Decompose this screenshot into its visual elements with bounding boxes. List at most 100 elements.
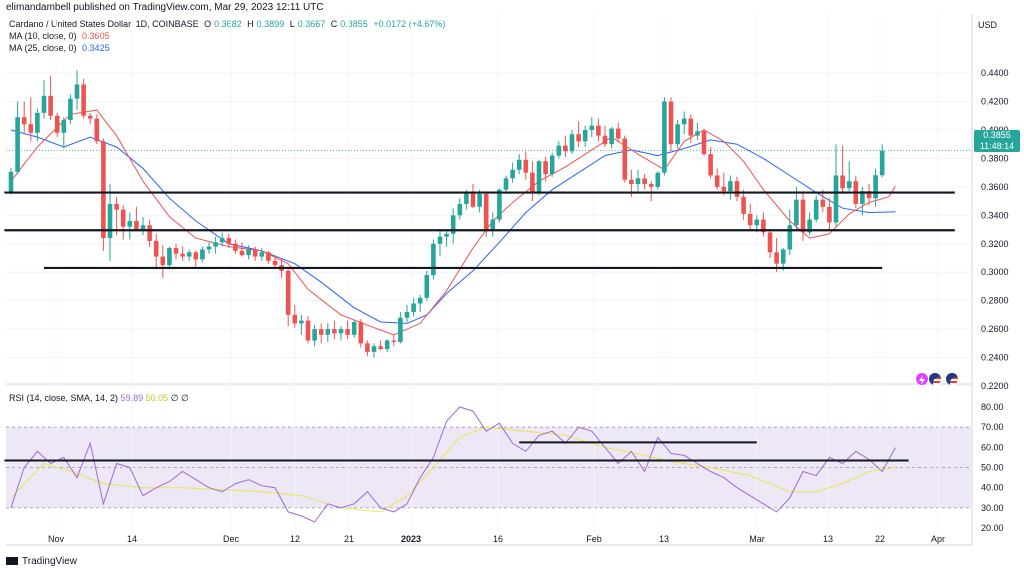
candle-up — [371, 346, 377, 352]
candle-down — [21, 117, 27, 125]
low-label: L — [289, 19, 295, 29]
candle-up — [338, 329, 344, 334]
candle-down — [378, 346, 383, 350]
ma10-label: MA (10, close, 0) — [9, 31, 77, 41]
candle-up — [754, 219, 760, 226]
low-value: 0.3667 — [297, 19, 326, 29]
time-tick-label: 2023 — [401, 534, 421, 544]
candle-up — [807, 219, 812, 233]
candle-up — [556, 145, 562, 156]
us-flag-icon[interactable] — [929, 373, 941, 385]
candle-up — [411, 303, 416, 313]
candle-up — [384, 340, 390, 350]
candle-up — [662, 101, 667, 173]
candle-down — [94, 118, 100, 142]
candle-down — [800, 199, 806, 233]
change-value: +0.0172 (+4.67%) — [373, 19, 446, 29]
candle-up — [312, 329, 317, 341]
price-tick-label: 0.3000 — [981, 267, 1009, 277]
candle-down — [734, 181, 740, 197]
rsi-sma-value: 50.05 — [145, 393, 169, 403]
time-tick-label: 13 — [659, 534, 669, 544]
price-tick-label: 0.2400 — [981, 353, 1009, 363]
candle-up — [424, 275, 430, 298]
candle-down — [761, 219, 766, 233]
footer-brand[interactable]: TradingView — [6, 556, 77, 567]
candle-up — [404, 312, 410, 318]
rsi-tick-label: 60.00 — [981, 442, 1004, 452]
rsi-tick-label: 70.00 — [981, 422, 1004, 432]
candle-up — [655, 172, 661, 187]
candle-up — [68, 98, 73, 121]
publisher-line: elimandambell published on TradingView.c… — [6, 2, 324, 13]
time-tick-label: Feb — [586, 534, 602, 544]
candle-up — [787, 225, 793, 250]
time-tick-label: 12 — [290, 534, 300, 544]
symbol-legend[interactable]: Cardano / United States Dollar, 1D, COIN… — [9, 19, 448, 29]
candle-down — [193, 252, 199, 260]
candle-down — [642, 178, 647, 185]
candle-down — [101, 141, 106, 239]
candle-up — [259, 252, 265, 257]
open-value: 0.3682 — [214, 19, 242, 29]
ma25-legend[interactable]: MA (25, close, 0) 0.3425 — [9, 43, 113, 53]
last-price-value: 0.3855 — [983, 130, 1011, 140]
price-tick-label: 0.3200 — [981, 239, 1009, 249]
candle-down — [530, 172, 535, 193]
time-tick-label: Nov — [48, 534, 65, 544]
candle-up — [127, 221, 133, 227]
candle-down — [767, 232, 773, 253]
ma10-legend[interactable]: MA (10, close, 0) 0.3605 — [9, 31, 113, 41]
candle-down — [365, 343, 370, 352]
candle-down — [120, 209, 126, 227]
candle-up — [417, 297, 423, 304]
time-tick-label: 13 — [823, 534, 833, 544]
candle-down — [820, 199, 826, 207]
candle-up — [437, 236, 443, 244]
candle-down — [629, 179, 634, 185]
candle-up — [589, 125, 595, 130]
candle-up — [140, 225, 146, 230]
candle-down — [318, 329, 324, 335]
price-tick-label: 0.3800 — [981, 153, 1009, 163]
time-tick-label: 21 — [344, 534, 354, 544]
us-flag-icon[interactable] — [946, 373, 958, 385]
candle-up — [15, 117, 20, 172]
candle-down — [272, 260, 278, 266]
candle-down — [173, 248, 179, 254]
close-value: 0.3855 — [340, 19, 368, 29]
candle-down — [252, 249, 258, 257]
rsi-tick-label: 20.00 — [981, 523, 1004, 533]
time-tick-label: 22 — [875, 534, 885, 544]
candle-down — [827, 206, 832, 223]
candle-down — [180, 253, 185, 257]
candle-down — [160, 256, 166, 266]
candle-down — [648, 184, 654, 187]
candle-up — [510, 169, 515, 179]
candle-up — [35, 112, 40, 133]
candle-up — [477, 193, 482, 207]
tradingview-logo-icon — [6, 557, 18, 566]
candle-up — [107, 203, 113, 239]
candle-up — [206, 246, 212, 250]
high-value: 0.3899 — [256, 19, 285, 29]
candle-up — [431, 243, 436, 276]
close-label: C — [330, 19, 338, 29]
lightning-icon[interactable] — [916, 373, 928, 385]
rsi-label: RSI (14, close, SMA, 14, 2) — [9, 393, 119, 403]
rsi-legend[interactable]: RSI (14, close, SMA, 14, 2) 59.89 50.05 … — [9, 393, 189, 404]
candle-up — [450, 215, 456, 234]
candle-down — [345, 329, 350, 335]
rsi-value: 59.89 — [120, 393, 144, 403]
candle-up — [582, 129, 588, 142]
time-tick-label: 14 — [127, 534, 137, 544]
candle-up — [200, 249, 205, 260]
candle-up — [609, 128, 614, 145]
candle-up — [186, 252, 192, 257]
candle-down — [147, 225, 152, 241]
candle-up — [246, 249, 251, 256]
rsi-extra-1: ∅ — [170, 393, 179, 403]
candle-down — [292, 314, 298, 324]
ma25-value: 0.3425 — [82, 43, 110, 53]
